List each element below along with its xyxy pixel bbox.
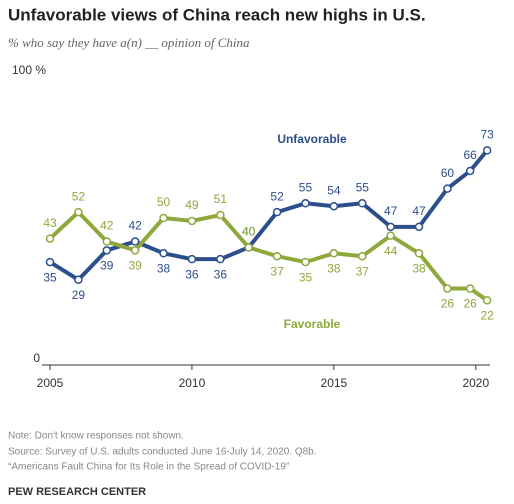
data-label: 44	[384, 244, 398, 258]
marker	[244, 243, 253, 252]
data-label: 38	[412, 261, 426, 275]
marker	[74, 275, 83, 284]
data-label: 37	[270, 264, 284, 278]
chart-subtitle: % who say they have a(n) __ opinion of C…	[8, 35, 250, 50]
data-label: 35	[299, 270, 313, 284]
data-label: 47	[384, 204, 398, 218]
marker	[329, 201, 339, 211]
marker	[414, 222, 424, 232]
series-label: Unfavorable	[277, 132, 347, 146]
data-label: 40	[242, 225, 256, 239]
marker	[329, 249, 339, 258]
data-label: 39	[128, 259, 142, 273]
data-label: 35	[43, 270, 57, 284]
data-label: 52	[270, 189, 284, 203]
marker	[386, 231, 395, 240]
marker	[443, 184, 452, 193]
data-label: 66	[463, 148, 477, 162]
data-label: 52	[72, 189, 86, 203]
data-label: 47	[412, 204, 426, 218]
marker	[465, 284, 475, 293]
marker	[482, 296, 492, 305]
data-label: 26	[441, 297, 455, 311]
marker	[358, 251, 367, 261]
marker	[130, 246, 140, 255]
marker	[74, 207, 83, 217]
x-tick-label: 2020	[462, 376, 489, 390]
data-label: 39	[100, 259, 114, 273]
data-label: 73	[480, 128, 494, 142]
marker	[159, 249, 168, 258]
data-label: 55	[299, 180, 313, 194]
source: “Americans Fault China for Its Role in t…	[8, 462, 289, 473]
marker	[102, 246, 112, 255]
marker	[45, 234, 55, 243]
data-label: 22	[480, 308, 494, 322]
data-label: 43	[43, 216, 57, 230]
marker	[216, 210, 225, 220]
data-label: 36	[185, 267, 199, 281]
marker	[358, 199, 367, 208]
marker	[465, 166, 475, 176]
data-label: 42	[128, 219, 142, 233]
data-label: 49	[185, 198, 199, 212]
marker	[216, 254, 225, 264]
marker	[443, 284, 452, 293]
series-label: Favorable	[284, 317, 341, 331]
marker	[386, 222, 395, 232]
data-label: 40	[242, 225, 256, 239]
x-tick-label: 2010	[179, 376, 206, 390]
data-label: 29	[72, 288, 86, 302]
data-label: 60	[441, 166, 455, 180]
data-label: 42	[100, 219, 114, 233]
marker	[159, 213, 168, 223]
y-tick-label: 100 %	[12, 63, 46, 77]
y-tick-label: 0	[33, 351, 40, 365]
marker	[272, 207, 282, 217]
data-label: 51	[214, 192, 228, 206]
data-label: 38	[327, 261, 341, 275]
marker	[187, 216, 197, 226]
data-label: 36	[214, 267, 228, 281]
x-tick-label: 2005	[37, 376, 64, 390]
data-label: 50	[157, 195, 171, 209]
marker	[301, 199, 310, 208]
data-label: 38	[157, 261, 171, 275]
note: Note: Don't know responses not shown.	[8, 431, 184, 442]
marker	[414, 249, 424, 258]
source: Source: Survey of U.S. adults conducted …	[8, 447, 317, 458]
data-label: 37	[356, 264, 370, 278]
x-tick-label: 2015	[321, 376, 348, 390]
marker	[187, 254, 197, 264]
data-label: 26	[463, 297, 477, 311]
marker	[272, 251, 282, 261]
data-label: 55	[356, 180, 370, 194]
marker	[102, 237, 112, 246]
marker	[301, 257, 310, 267]
marker	[45, 257, 55, 267]
chart-title: Unfavorable views of China reach new hig…	[8, 5, 426, 24]
marker	[482, 146, 492, 155]
data-label: 54	[327, 183, 341, 197]
credit: PEW RESEARCH CENTER	[8, 486, 146, 498]
marker	[130, 237, 140, 246]
